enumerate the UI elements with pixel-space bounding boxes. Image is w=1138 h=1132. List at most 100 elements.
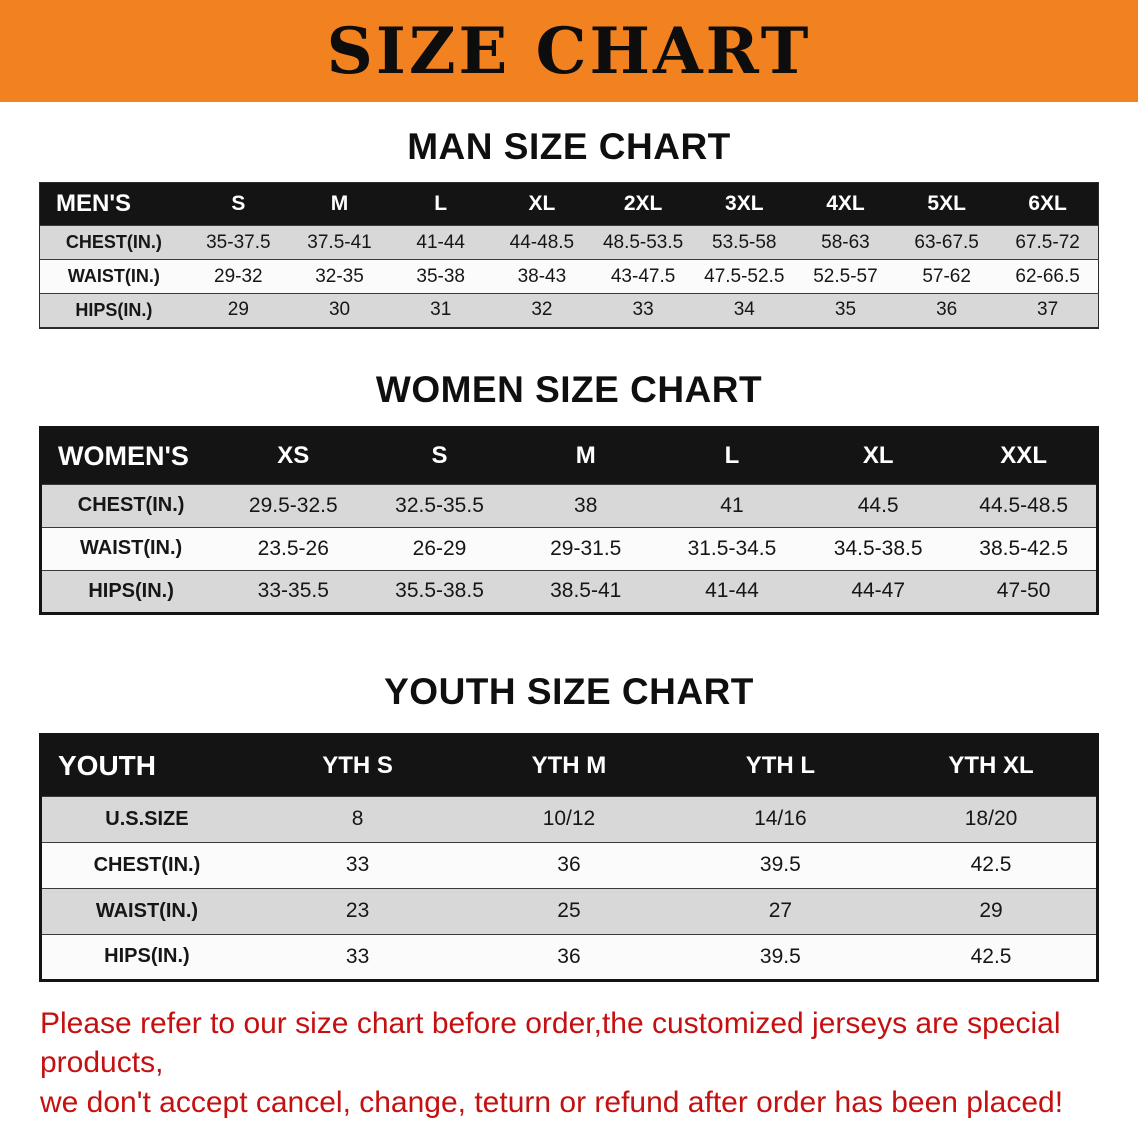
size-value-cell: 41-44 [705,579,759,602]
measurement-row-label: CHEST(IN.) [65,232,162,252]
size-value-cell: 37 [1037,299,1059,321]
size-value-cell: 42.5 [970,944,1012,968]
table-row: WAIST(IN.) 23.5-26 26-29 29-31.5 31.5-34.5 34… [40,527,1098,570]
table-row: HIPS(IN.) 33 36 39.5 42.5 [40,934,1098,980]
size-value-cell: 44.5 [857,493,899,517]
size-value-cell: 31 [430,299,452,321]
size-value-cell: 34.5-38.5 [833,536,923,560]
youth-table-label: YOUTH [58,749,156,781]
size-column-header: YTH XL [948,751,1034,779]
size-value-cell: 26-29 [412,536,467,560]
measurement-row-label: HIPS(IN.) [75,299,153,320]
women-size-section: WOMEN SIZE CHART WOMEN'S XS S M L XL XXL CHEST(I… [0,369,1138,615]
size-value-cell: 63-67.5 [914,231,979,253]
size-column-header: XS [277,442,310,469]
size-value-cell: 44-48.5 [509,231,575,253]
size-value-cell: 23.5-26 [257,536,329,560]
page-title: SIZE CHART [326,13,812,89]
size-value-cell: 38.5-42.5 [979,536,1069,560]
size-column-header: 2XL [623,192,663,215]
size-value-cell: 43-47.5 [610,265,676,287]
men-table-label: MEN'S [56,190,132,217]
measurement-row-label: CHEST(IN.) [77,494,185,516]
size-value-cell: 18/20 [964,807,1018,830]
size-value-cell: 36 [936,299,958,321]
size-value-cell: 35.5-38.5 [395,579,484,602]
size-value-cell: 35-37.5 [206,231,271,253]
table-row: CHEST(IN.) 29.5-32.5 32.5-35.5 38 41 44.5 44.5… [40,484,1098,527]
size-value-cell: 38-43 [517,265,567,287]
size-chart-banner: SIZE CHART [0,0,1138,102]
size-value-cell: 67.5-72 [1015,231,1080,253]
size-value-cell: 39.5 [759,944,801,968]
size-column-header: YTH S [322,751,393,779]
size-chart-sections: MAN SIZE CHART MEN'S S M L XL 2XL 3XL 4XL 5XL 6XL C… [0,126,1138,982]
size-column-header: YTH L [745,751,816,779]
size-column-header: L [434,192,448,215]
size-column-header: XL [528,192,556,215]
table-row: U.S.SIZE 8 10/12 14/16 18/20 [40,796,1098,842]
size-column-header: L [724,442,740,469]
size-value-cell: 33 [345,944,370,968]
size-value-cell: 36 [557,944,581,968]
size-value-cell: 33 [632,299,654,321]
size-value-cell: 33-35.5 [257,579,329,602]
size-value-cell: 44-47 [851,579,906,602]
table-header-row: WOMEN'S XS S M L XL XXL [40,427,1098,484]
size-value-cell: 29 [979,899,1003,922]
women-section-heading: WOMEN SIZE CHART [375,368,763,410]
table-row: CHEST(IN.) 33 36 39.5 42.5 [40,842,1098,888]
table-header-row: YOUTH YTH S YTH M YTH L YTH XL [40,734,1098,796]
men-section-heading: MAN SIZE CHART [407,126,731,167]
size-value-cell: 42.5 [970,853,1012,876]
size-value-cell: 38.5-41 [550,579,622,602]
size-column-header: 6XL [1028,192,1067,215]
size-value-cell: 53.5-58 [712,231,777,253]
size-column-header: 4XL [826,192,865,215]
measurement-row-label: WAIST(IN.) [95,899,199,922]
size-value-cell: 47.5-52.5 [704,265,785,287]
size-value-cell: 31.5-34.5 [687,536,777,560]
size-column-header: XXL [1000,442,1047,469]
table-row: WAIST(IN.) 23 25 27 29 [40,888,1098,934]
size-value-cell: 27 [768,899,793,922]
size-column-header: YTH M [531,751,607,779]
measurement-row-label: CHEST(IN.) [93,853,201,876]
table-header-row: MEN'S S M L XL 2XL 3XL 4XL 5XL 6XL [39,182,1099,226]
size-column-header: M [575,442,596,469]
measurement-row-label: WAIST(IN.) [67,266,160,286]
size-value-cell: 30 [328,299,351,321]
size-value-cell: 44.5-48.5 [979,493,1069,517]
size-value-cell: 32.5-35.5 [395,493,484,517]
measurement-row-label: U.S.SIZE [105,807,189,830]
measurement-row-label: HIPS(IN.) [88,579,174,602]
size-value-cell: 10/12 [542,807,596,830]
size-value-cell: 23 [345,899,370,922]
youth-section-heading: YOUTH SIZE CHART [384,670,754,712]
size-value-cell: 29-32 [214,265,263,287]
size-value-cell: 29 [227,299,249,321]
size-column-header: S [231,192,246,215]
size-value-cell: 37.5-41 [307,231,372,253]
size-value-cell: 57-62 [922,265,971,287]
disclaimer-line-1: Please refer to our size chart before or… [40,1006,1061,1080]
size-value-cell: 58-63 [821,231,870,253]
size-value-cell: 39.5 [759,853,801,876]
size-value-cell: 29-31.5 [550,536,622,560]
size-value-cell: 62-66.5 [1015,265,1080,287]
size-value-cell: 41-44 [416,231,466,253]
size-value-cell: 8 [351,807,364,830]
size-value-cell: 32 [531,299,553,321]
men-size-table: MEN'S S M L XL 2XL 3XL 4XL 5XL 6XL CHEST(IN.) 35-37… [39,182,1099,329]
size-value-cell: 36 [557,853,581,876]
size-column-header: M [330,192,349,215]
size-value-cell: 29.5-32.5 [248,493,338,517]
table-row: CHEST(IN.) 35-37.5 37.5-41 41-44 44-48.5 48.5… [39,225,1099,260]
measurement-row-label: WAIST(IN.) [79,537,183,559]
disclaimer: Please refer to our size chart before or… [40,1004,1108,1123]
table-row: HIPS(IN.) 33-35.5 35.5-38.5 38.5-41 41-44 44-… [40,570,1098,613]
size-column-header: XL [862,442,894,469]
size-value-cell: 35-38 [416,265,466,287]
youth-size-section: YOUTH SIZE CHART YOUTH YTH S YTH M YTH L YTH … [0,671,1138,982]
women-table-label: WOMEN'S [58,440,189,471]
